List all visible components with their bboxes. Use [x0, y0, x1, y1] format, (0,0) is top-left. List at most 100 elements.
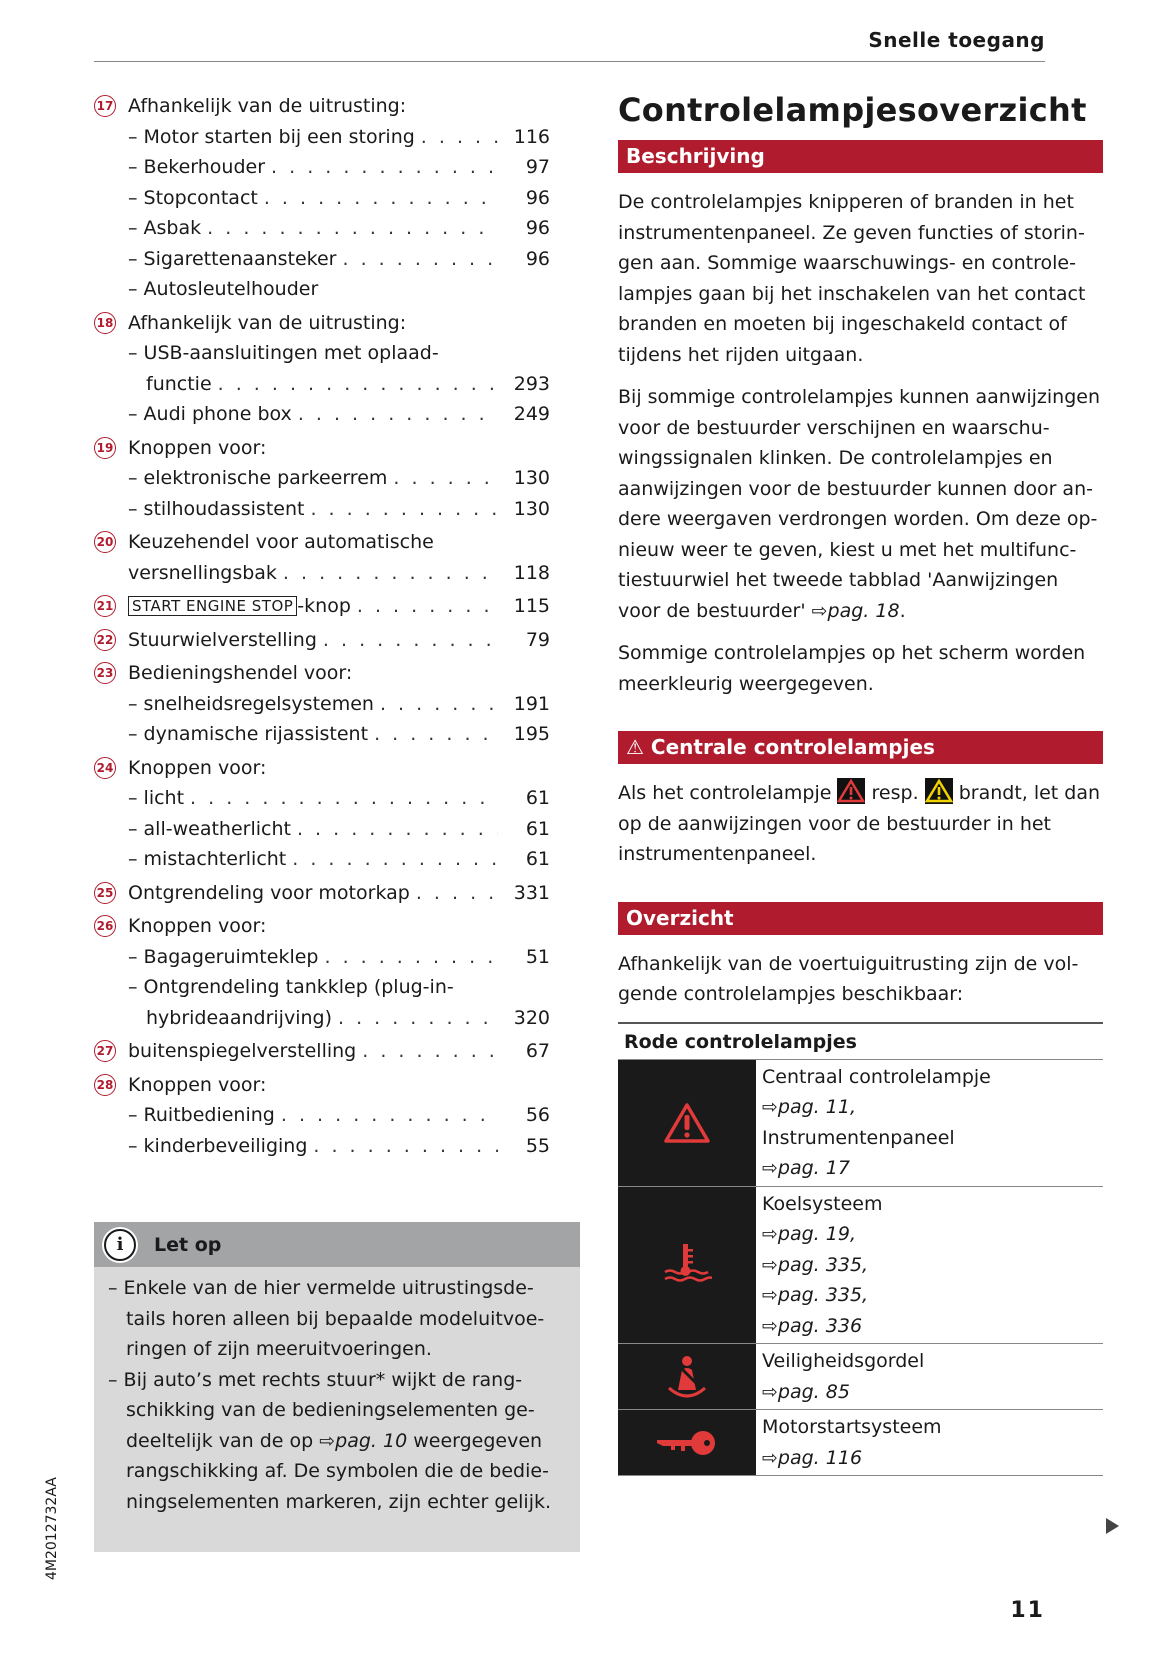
index-subentry[interactable]: – Autosleutelhouder — [94, 274, 580, 305]
index-subentry[interactable]: functie 293 — [94, 369, 580, 400]
page-number-ref[interactable]: 51 — [525, 945, 550, 968]
page-reference[interactable]: ⇨pag. 335, — [762, 1280, 883, 1311]
page-number-ref[interactable]: 293 — [513, 372, 550, 395]
index-entry[interactable]: 20 Keuzehendel voor automatische — [94, 527, 580, 558]
page-number-ref[interactable]: 320 — [513, 1006, 550, 1029]
index-entry[interactable]: 26 Knoppen voor: — [94, 911, 580, 942]
index-subentry[interactable]: – all-weatherlicht 61 — [94, 814, 580, 845]
page-reference[interactable]: ⇨pag. 18 — [812, 600, 900, 622]
dot-leader — [283, 562, 498, 584]
page-number-ref[interactable]: 191 — [513, 692, 550, 715]
index-subentry[interactable]: – Asbak 96 — [94, 213, 580, 244]
document-code: 4M2012732AA — [44, 1477, 60, 1580]
key-icon — [618, 1410, 756, 1475]
paragraph-text: brandt, let dan op de aanwijzingen voor … — [618, 782, 1101, 865]
index-subentry[interactable]: – Stopcontact 96 — [94, 183, 580, 214]
index-subentry[interactable]: – Ontgrendeling tankklep (plug-in- — [94, 972, 580, 1003]
paragraph-text: resp. — [865, 782, 925, 804]
index-subentry[interactable]: hybrideaandrijving) 320 — [94, 1003, 580, 1034]
dot-leader — [362, 1040, 498, 1062]
subentry-label: – mistachterlicht — [128, 848, 287, 871]
header-rule — [94, 61, 1045, 62]
page-reference[interactable]: ⇨pag. 10 — [319, 1430, 407, 1452]
page-number: 11 — [1010, 1598, 1045, 1623]
arrow-icon: ⇨ — [762, 1284, 778, 1306]
index-entry[interactable]: 25 Ontgrendeling voor motorkap 331 — [94, 878, 580, 909]
index-subentry[interactable]: – Motor starten bij een storing 116 — [94, 122, 580, 153]
index-entry[interactable]: 22 Stuurwielverstelling 79 — [94, 625, 580, 656]
callout-number: 28 — [94, 1073, 116, 1096]
page-number-ref[interactable]: 116 — [513, 125, 550, 148]
dot-leader — [310, 498, 498, 520]
page-number-ref[interactable]: 61 — [525, 817, 550, 840]
page-number-ref[interactable]: 97 — [525, 156, 550, 179]
page-reference[interactable]: ⇨pag. 116 — [762, 1443, 942, 1474]
index-subentry[interactable]: – licht 61 — [94, 783, 580, 814]
page-number-ref[interactable]: 96 — [525, 186, 550, 209]
page-reference[interactable]: ⇨pag. 85 — [762, 1377, 924, 1408]
subentry-label: – licht — [128, 787, 185, 810]
index-entry[interactable]: 27 buitenspiegelverstelling 67 — [94, 1036, 580, 1067]
page-number-ref[interactable]: 130 — [513, 497, 550, 520]
page-reference-text: pag. 19, — [777, 1223, 856, 1245]
index-entry[interactable]: versnellingsbak 118 — [94, 558, 580, 589]
callout-number: 23 — [94, 662, 116, 685]
index-subentry[interactable]: – Bagageruimteklep 51 — [94, 942, 580, 973]
index-subentry[interactable]: – USB-aansluitingen met oplaad- — [94, 338, 580, 369]
paragraph: De controlelampjes knipperen of branden … — [618, 191, 1086, 366]
subentry-label: – Autosleutelhouder — [128, 278, 319, 301]
page-number-ref[interactable]: 55 — [525, 1134, 550, 1157]
page-reference[interactable]: ⇨pag. 11, — [762, 1092, 991, 1123]
callout-number: 27 — [94, 1040, 116, 1063]
dot-leader — [281, 1104, 498, 1126]
index-entry[interactable]: 24 Knoppen voor: — [94, 753, 580, 784]
index-subentry[interactable]: – Audi phone box 249 — [94, 399, 580, 430]
page-reference[interactable]: ⇨pag. 335, — [762, 1250, 883, 1281]
info-icon: i — [104, 1228, 136, 1261]
index-entry[interactable]: 21 START ENGINE STOP-knop 115 — [94, 591, 580, 622]
entry-label: Knoppen voor: — [128, 915, 267, 938]
warning-icon: ⚠ — [626, 735, 651, 759]
page-reference[interactable]: ⇨pag. 336 — [762, 1311, 883, 1342]
page-number-ref[interactable]: 96 — [525, 247, 550, 270]
arrow-icon: ⇨ — [762, 1253, 778, 1276]
index-subentry[interactable]: – Bekerhouder 97 — [94, 152, 580, 183]
page-number-ref[interactable]: 61 — [525, 787, 550, 810]
index-subentry[interactable]: – Ruitbediening 56 — [94, 1100, 580, 1131]
index-entry[interactable]: 19 Knoppen voor: — [94, 433, 580, 464]
page-number-ref[interactable]: 61 — [525, 848, 550, 871]
warning-triangle-icon — [618, 1059, 756, 1186]
note-text: weergegeven rangschikking af. De symbole… — [126, 1429, 552, 1513]
lamp-description: Motorstartsysteem ⇨pag. 116 — [756, 1410, 948, 1475]
index-entry[interactable]: 18 Afhankelijk van de uitrusting: — [94, 308, 580, 339]
index-subentry[interactable]: – elektronische parkeerrem 130 — [94, 463, 580, 494]
page-number-ref[interactable]: 195 — [513, 723, 550, 746]
index-subentry[interactable]: – mistachterlicht 61 — [94, 844, 580, 875]
index-subentry[interactable]: – stilhoudassistent 130 — [94, 494, 580, 525]
dot-leader — [380, 693, 498, 715]
entry-label: Bedieningshendel voor: — [128, 662, 353, 685]
page-number-ref[interactable]: 115 — [513, 595, 550, 618]
index-subentry[interactable]: – snelheidsregelsystemen 191 — [94, 689, 580, 720]
page-number-ref[interactable]: 96 — [525, 217, 550, 240]
page-number-ref[interactable]: 130 — [513, 467, 550, 490]
page-number-ref[interactable]: 67 — [525, 1040, 550, 1063]
index-entry[interactable]: 23 Bedieningshendel voor: — [94, 658, 580, 689]
index-entry[interactable]: 28 Knoppen voor: — [94, 1070, 580, 1101]
page-number-ref[interactable]: 56 — [525, 1104, 550, 1127]
index-subentry[interactable]: – Sigarettenaansteker 96 — [94, 244, 580, 275]
subentry-label: functie — [146, 372, 212, 395]
table-header: Rode controlelampjes — [618, 1024, 1103, 1060]
page-number-ref[interactable]: 331 — [513, 881, 550, 904]
page-number-ref[interactable]: 118 — [513, 561, 550, 584]
page-reference[interactable]: ⇨pag. 17 — [762, 1153, 991, 1184]
index-subentry[interactable]: – dynamische rijassistent 195 — [94, 719, 580, 750]
page-reference[interactable]: ⇨pag. 19, — [762, 1219, 883, 1250]
entry-label: buitenspiegelverstelling — [128, 1040, 357, 1063]
index-entry[interactable]: 17 Afhankelijk van de uitrusting: — [94, 91, 580, 122]
page-number-ref[interactable]: 249 — [513, 403, 550, 426]
lamp-description: Centraal controlelampje ⇨pag. 11, Instrume… — [756, 1060, 997, 1186]
index-subentry[interactable]: – kinderbeveiliging 55 — [94, 1131, 580, 1162]
entry-label: Knoppen voor: — [128, 1073, 267, 1096]
page-number-ref[interactable]: 79 — [525, 628, 550, 651]
